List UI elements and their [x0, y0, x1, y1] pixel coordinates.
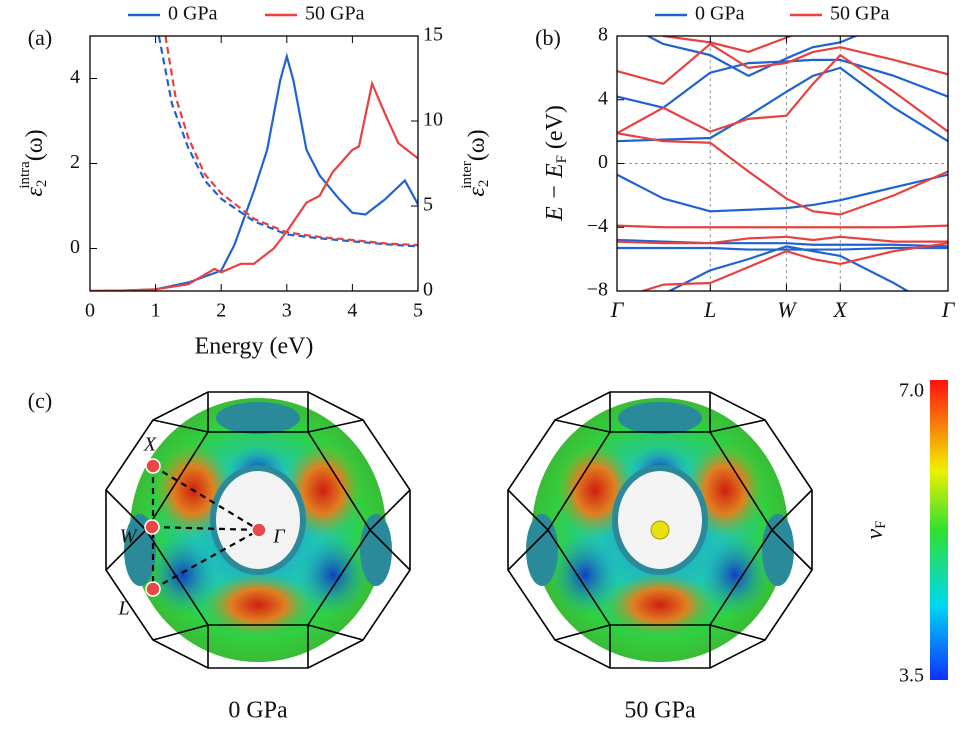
k-point	[251, 522, 267, 538]
band	[617, 66, 948, 143]
y2-tick-label: 15	[423, 24, 443, 46]
colorbar	[930, 380, 948, 680]
band	[617, 42, 948, 85]
axis-label-sub: 2	[34, 180, 50, 188]
axis-label-sup: intra	[17, 161, 33, 189]
x-tick-label: 4	[347, 300, 357, 322]
axis-label-base: ε	[22, 187, 48, 197]
band	[617, 235, 948, 245]
y-tick-label: 0	[70, 236, 80, 258]
axis-label-base: ε	[464, 187, 490, 197]
axis-label-base: E − E	[542, 163, 568, 222]
axis-label-sub: F	[554, 155, 570, 163]
y-tick-label: 4	[598, 87, 608, 109]
x-tick-label: X	[833, 297, 849, 322]
x-tick-label: 3	[282, 300, 292, 322]
plot-area	[617, 36, 948, 291]
axis-label-rest: (eV)	[542, 105, 568, 155]
y-tick-label: 8	[598, 24, 608, 46]
panel-label: (b)	[535, 25, 561, 50]
y-tick-label: −8	[587, 279, 608, 301]
axis-label-sup: inter	[459, 161, 475, 189]
k-point-label: X	[143, 434, 157, 456]
band	[617, 58, 948, 109]
band	[617, 246, 948, 251]
legend-label: 50 GPa	[830, 3, 890, 25]
band	[617, 224, 948, 229]
k-point-label: L	[117, 598, 129, 620]
x-tick-label: 0	[85, 300, 95, 322]
legend-label: 0 GPa	[695, 3, 745, 25]
colorbar-label: vF	[862, 521, 890, 540]
colorbar-tick-label: 7.0	[899, 380, 924, 402]
axis-label: E − EF (eV)	[542, 105, 571, 222]
k-point	[145, 458, 161, 474]
x-axis-label: Energy (eV)	[195, 334, 314, 360]
colorbar-label-sub: F	[873, 521, 889, 529]
panel-label: (c)	[28, 388, 52, 413]
line-series	[157, 36, 418, 248]
band	[617, 132, 948, 216]
y2-tick-label: 5	[423, 194, 433, 216]
x-tick-label: 1	[151, 300, 161, 322]
axis-label-rest: (ω)	[464, 129, 490, 161]
y-tick-label: 2	[70, 151, 80, 173]
y-tick-label: 4	[70, 66, 80, 88]
plot-area	[90, 36, 418, 291]
line-series	[90, 52, 418, 291]
legend-label: 50 GPa	[305, 3, 365, 25]
colorbar-label-base: v	[862, 529, 888, 540]
x-tick-label: W	[777, 297, 797, 322]
band	[639, 242, 948, 291]
colorbar-tick-label: 3.5	[899, 665, 924, 687]
panel-c: X W L Γ 0 GPa 50 GPa (c) vF	[28, 380, 948, 724]
x-tick-label: Γ	[941, 297, 956, 322]
line-series	[164, 36, 418, 247]
k-point-label: Γ	[272, 526, 286, 548]
path-lines	[151, 465, 260, 590]
x-tick-label: 2	[216, 300, 226, 322]
surface-label: 0 GPa	[228, 698, 288, 724]
k-point	[145, 581, 161, 597]
legend-label: 0 GPa	[168, 3, 218, 25]
y2-tick-label: 0	[423, 279, 433, 301]
band	[645, 36, 859, 77]
gamma-sphere	[650, 520, 670, 540]
axes-frame	[89, 35, 419, 292]
axis-label-sub: 2	[476, 180, 492, 188]
k-point	[144, 519, 160, 535]
y-tick-label: −4	[587, 215, 608, 237]
x-tick-label: 5	[413, 300, 423, 322]
axis-label: ε2inter(ω)	[459, 129, 492, 196]
y2-tick-label: 10	[423, 109, 443, 131]
panel-label: (a)	[28, 25, 52, 50]
surface-label: 50 GPa	[624, 698, 696, 724]
k-point-label: W	[120, 526, 139, 548]
x-tick-label: Γ	[610, 297, 625, 322]
y-tick-label: 0	[598, 151, 608, 173]
x-tick-label: L	[703, 297, 716, 322]
band	[667, 245, 910, 291]
axis-label: ε2intra(ω)	[17, 129, 50, 196]
band	[617, 54, 948, 135]
axis-label-rest: (ω)	[22, 129, 48, 161]
band	[617, 173, 948, 213]
